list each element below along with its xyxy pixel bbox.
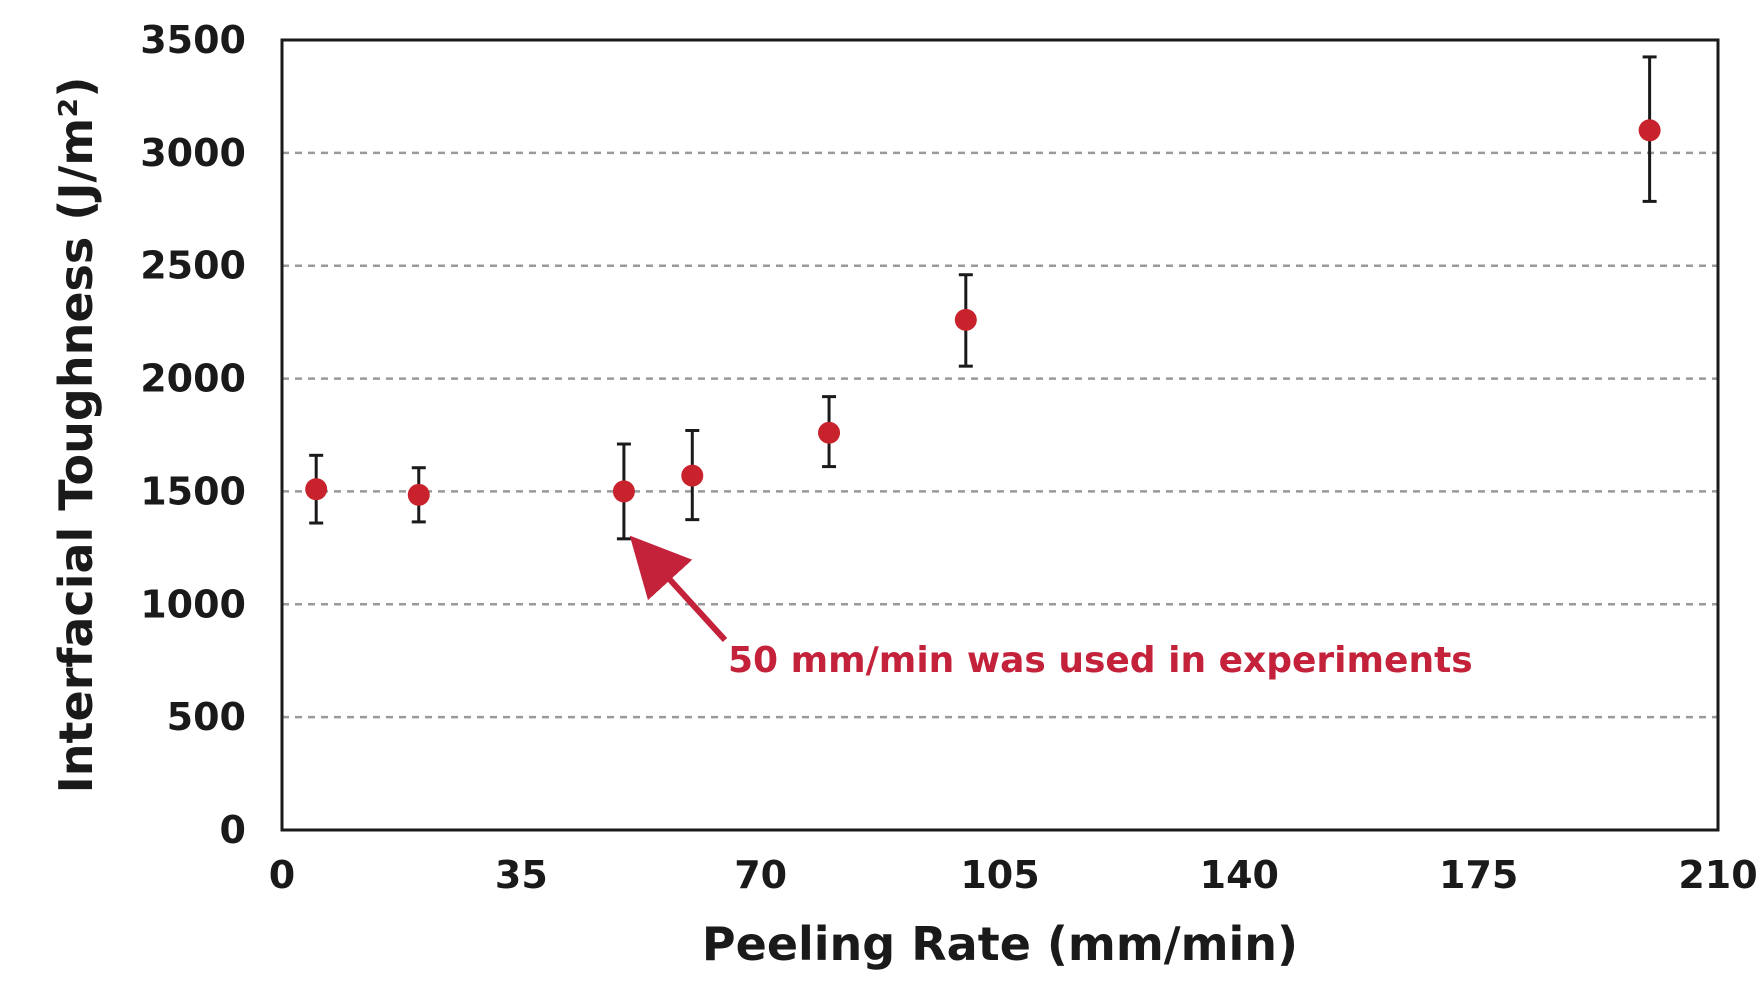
- data-point: [818, 421, 841, 444]
- x-tick-label: 140: [1200, 853, 1279, 897]
- data-point: [1638, 119, 1661, 142]
- y-tick-label: 500: [167, 695, 246, 739]
- y-axis-title: Interfacial Toughness (J/m²): [49, 77, 103, 794]
- annotation-arrow: [629, 535, 728, 643]
- x-tick-label: 105: [960, 853, 1039, 897]
- data-points: [305, 119, 1661, 506]
- data-point: [681, 464, 704, 487]
- y-tick-label: 2000: [140, 357, 246, 401]
- data-point: [407, 483, 430, 506]
- y-tick-label: 0: [220, 808, 246, 852]
- x-tick-labels: 0 35 70 105 140 175 210: [269, 853, 1758, 897]
- error-bars: [309, 55, 1657, 541]
- y-tick-label: 3500: [140, 18, 246, 62]
- data-point: [954, 308, 977, 331]
- y-tick-label: 1500: [140, 469, 246, 513]
- y-tick-label: 1000: [140, 582, 246, 626]
- y-tick-label: 3000: [140, 131, 246, 175]
- annotation-label: 50 mm/min was used in experiments: [728, 640, 1473, 681]
- grid-lines: [282, 151, 1718, 719]
- plot-frame: [280, 38, 1720, 832]
- x-axis-title: Peeling Rate (mm/min): [702, 917, 1298, 971]
- x-tick-label: 175: [1439, 853, 1518, 897]
- data-point: [305, 478, 328, 501]
- y-tick-labels: 0 500 1000 1500 2000 2500 3000 3500: [140, 18, 246, 852]
- data-point: [612, 480, 635, 503]
- y-tick-label: 2500: [140, 244, 246, 288]
- x-tick-label: 70: [734, 853, 787, 897]
- x-tick-label: 0: [269, 853, 295, 897]
- x-tick-label: 35: [495, 853, 548, 897]
- x-tick-label: 210: [1678, 853, 1757, 897]
